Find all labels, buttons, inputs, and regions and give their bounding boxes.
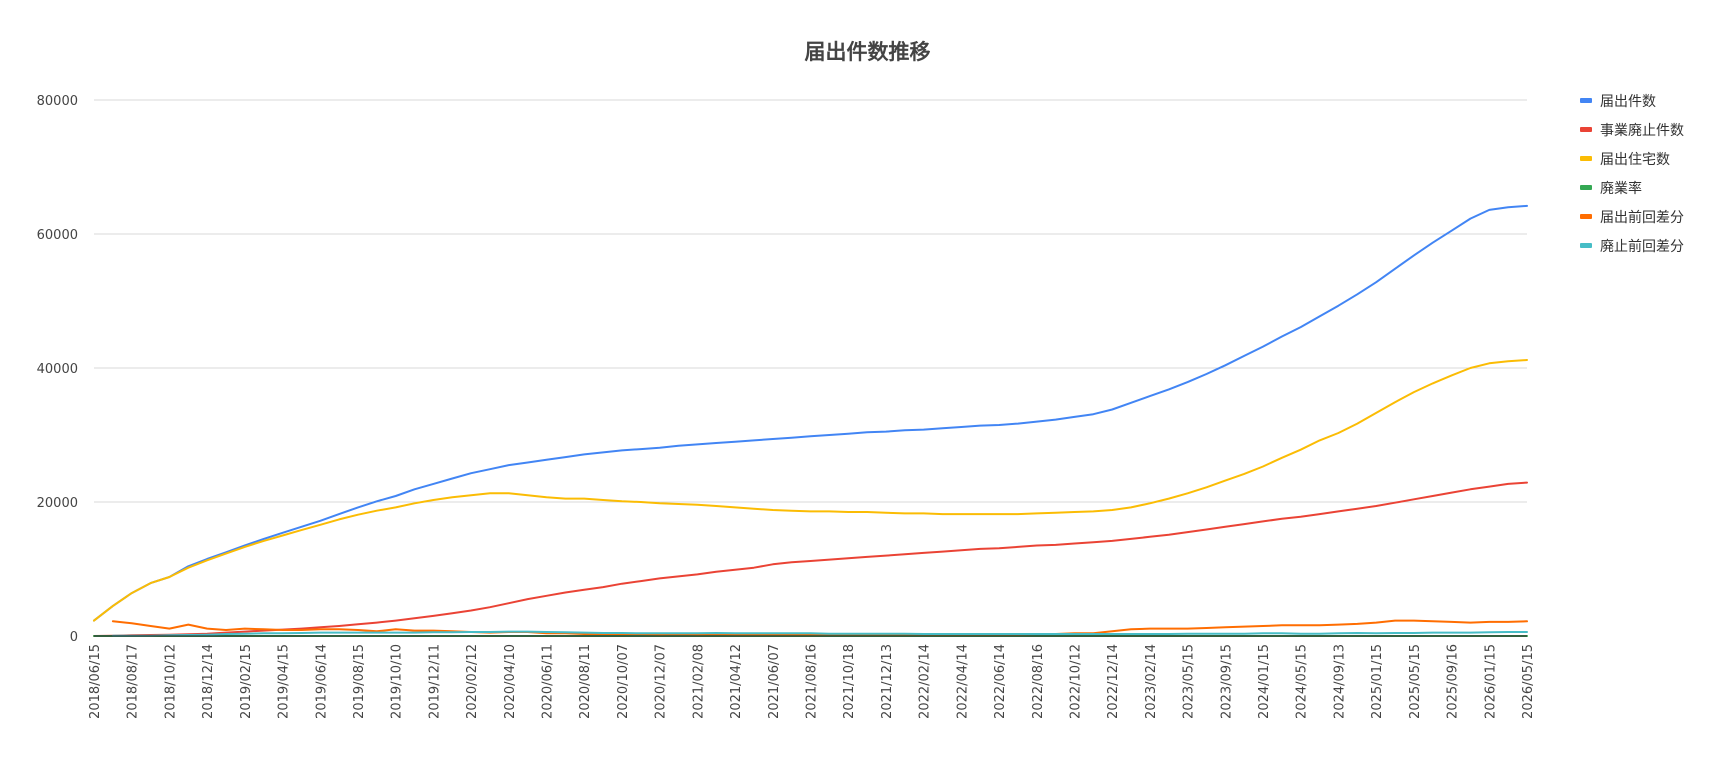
x-tick-label: 2022/02/14: [918, 644, 933, 719]
x-tick-label: 2025/05/15: [1408, 644, 1423, 719]
y-axis-ticks: 0 20000 40000 60000 80000: [37, 94, 78, 645]
legend-swatch: [1580, 214, 1592, 219]
series-line-2: [93, 359, 1528, 622]
x-tick-label: 2019/06/14: [314, 644, 329, 719]
x-tick-label: 2026/05/15: [1521, 644, 1536, 719]
legend-swatch: [1580, 243, 1592, 248]
legend-swatch: [1580, 156, 1592, 161]
y-tick-label: 60000: [37, 228, 78, 243]
series-lines: [93, 204, 1528, 637]
x-tick-label: 2023/02/14: [1144, 644, 1159, 719]
x-tick-label: 2025/01/15: [1370, 644, 1385, 719]
x-tick-label: 2024/05/15: [1295, 644, 1310, 719]
x-tick-label: 2021/10/18: [842, 644, 857, 719]
legend-label: 事業廃止件数: [1600, 122, 1684, 139]
legend-swatch: [1580, 127, 1592, 132]
x-tick-label: 2021/12/13: [880, 644, 895, 719]
x-tick-label: 2025/09/16: [1446, 644, 1461, 719]
x-tick-label: 2020/10/07: [616, 644, 631, 719]
x-tick-label: 2020/08/11: [578, 644, 593, 719]
x-axis-ticks: 2018/06/15 2018/08/17 2018/10/12 2018/12/14…: [88, 644, 1536, 719]
series-line-5: [111, 630, 1528, 637]
x-tick-label: 2022/10/12: [1068, 644, 1083, 719]
x-tick-label: 2021/02/08: [691, 644, 706, 719]
x-tick-label: 2022/08/16: [1031, 644, 1046, 719]
x-tick-label: 2021/08/16: [805, 644, 820, 719]
x-tick-label: 2018/06/15: [88, 644, 103, 719]
x-tick-label: 2020/02/12: [465, 644, 480, 719]
legend-label: 廃止前回差分: [1600, 238, 1684, 255]
x-tick-label: 2019/12/11: [427, 644, 442, 719]
y-tick-label: 80000: [37, 94, 78, 109]
x-tick-label: 2019/08/15: [352, 644, 367, 719]
legend-swatch: [1580, 185, 1592, 190]
chart-title: 届出件数推移: [804, 40, 931, 64]
x-tick-label: 2019/04/15: [277, 644, 292, 719]
x-tick-label: 2020/04/10: [503, 644, 518, 719]
x-tick-label: 2020/12/07: [654, 644, 669, 719]
x-tick-label: 2019/10/10: [390, 644, 405, 719]
x-tick-label: 2022/04/14: [955, 644, 970, 719]
legend-swatch: [1580, 98, 1592, 103]
x-tick-label: 2018/10/12: [163, 644, 178, 719]
x-tick-label: 2019/02/15: [239, 644, 254, 719]
grid-lines: [94, 99, 1527, 503]
x-tick-label: 2026/01/15: [1483, 644, 1498, 719]
x-tick-label: 2023/09/15: [1219, 644, 1234, 719]
x-tick-label: 2020/06/11: [541, 644, 556, 719]
legend-label: 届出前回差分: [1600, 209, 1684, 226]
series-line-1: [93, 481, 1528, 637]
x-tick-label: 2021/04/12: [729, 644, 744, 719]
y-tick-label: 40000: [37, 362, 78, 377]
x-tick-label: 2021/06/07: [767, 644, 782, 719]
legend-label: 廃業率: [1600, 180, 1642, 197]
x-tick-label: 2022/12/14: [1106, 644, 1121, 719]
x-tick-label: 2024/09/13: [1332, 644, 1347, 719]
x-tick-label: 2022/06/14: [993, 644, 1008, 719]
y-tick-label: 20000: [37, 496, 78, 511]
x-tick-label: 2023/05/15: [1182, 644, 1197, 719]
x-tick-label: 2024/01/15: [1257, 644, 1272, 719]
x-tick-label: 2018/12/14: [201, 644, 216, 719]
y-tick-label: 0: [70, 630, 78, 645]
x-tick-label: 2018/08/17: [126, 644, 141, 719]
series-line-0: [93, 204, 1528, 622]
legend-label: 届出件数: [1600, 94, 1656, 110]
legend-label: 届出住宅数: [1600, 152, 1670, 168]
